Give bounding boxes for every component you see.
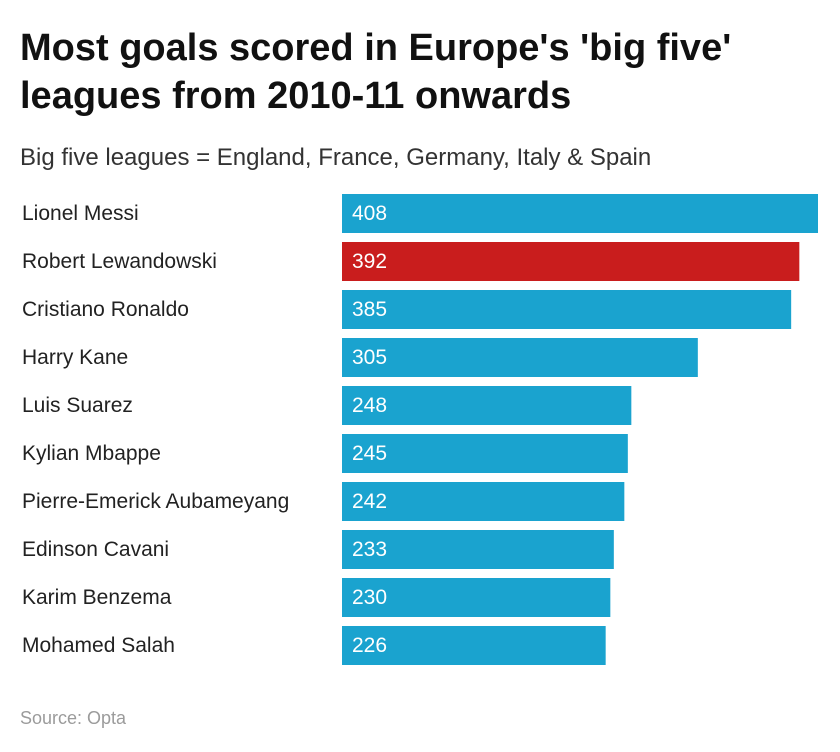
chart-row: Harry Kane 305 — [22, 338, 698, 377]
bar-value-label: 226 — [352, 634, 387, 657]
category-label: Mohamed Salah — [22, 634, 175, 657]
bar — [342, 530, 614, 569]
category-label: Robert Lewandowski — [22, 250, 217, 273]
bar — [342, 242, 800, 281]
bar-value-label: 408 — [352, 202, 387, 225]
chart-row: Karim Benzema 230 — [22, 578, 611, 617]
chart-source: Source: Opta — [20, 708, 127, 728]
category-label: Harry Kane — [22, 346, 128, 369]
bar — [342, 338, 698, 377]
bar — [342, 482, 625, 521]
category-label: Pierre-Emerick Aubameyang — [22, 490, 289, 513]
category-label: Lionel Messi — [22, 202, 139, 225]
bar — [342, 578, 611, 617]
chart-title: Most goals scored in Europe's 'big five'… — [20, 27, 732, 117]
bar — [342, 434, 628, 473]
chart-row: Luis Suarez 248 — [22, 386, 632, 425]
chart-row: Mohamed Salah 226 — [22, 626, 606, 665]
bar-value-label: 233 — [352, 538, 387, 561]
bar-value-label: 230 — [352, 586, 387, 609]
bar — [342, 194, 818, 233]
chart-row: Edinson Cavani 233 — [22, 530, 614, 569]
chart-row: Kylian Mbappe 245 — [22, 434, 628, 473]
chart-row: Pierre-Emerick Aubameyang 242 — [22, 482, 625, 521]
bar-value-label: 248 — [352, 394, 387, 417]
bar-chart: Lionel Messi 408 Robert Lewandowski 392 Cris… — [22, 194, 818, 665]
chart-subtitle: Big five leagues = England, France, Germ… — [20, 144, 652, 171]
bar-value-label: 245 — [352, 442, 387, 465]
bar — [342, 626, 606, 665]
category-label: Cristiano Ronaldo — [22, 298, 189, 321]
chart-row: Lionel Messi 408 — [22, 194, 818, 233]
bars-layer: Lionel Messi 408 Robert Lewandowski 392 Cris… — [22, 194, 818, 665]
bar-value-label: 385 — [352, 298, 387, 321]
category-label: Luis Suarez — [22, 394, 133, 417]
bar-value-label: 392 — [352, 250, 387, 273]
chart-row: Cristiano Ronaldo 385 — [22, 290, 792, 329]
bar — [342, 290, 792, 329]
category-label: Kylian Mbappe — [22, 442, 161, 465]
chart-row: Robert Lewandowski 392 — [22, 242, 800, 281]
bar-value-label: 305 — [352, 346, 387, 369]
category-label: Edinson Cavani — [22, 538, 169, 561]
bar — [342, 386, 632, 425]
bar-value-label: 242 — [352, 490, 387, 513]
category-label: Karim Benzema — [22, 586, 172, 609]
